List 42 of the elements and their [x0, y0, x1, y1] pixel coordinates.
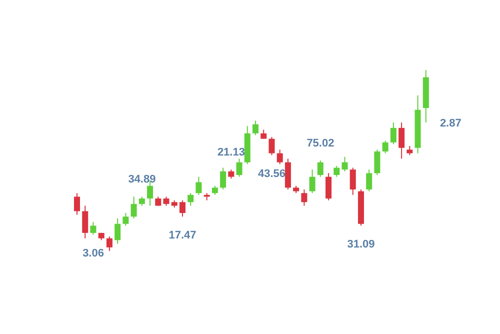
candlestick: [212, 185, 218, 196]
candlestick: [220, 167, 226, 190]
candlestick: [90, 222, 96, 236]
annotation: 21.13: [217, 146, 245, 159]
candlestick: [179, 200, 186, 218]
candlestick: [382, 140, 388, 154]
text: 2.87: [440, 117, 462, 130]
candlestick: [130, 196, 137, 219]
annotation: 43.56: [258, 168, 286, 180]
candlestick: [138, 196, 145, 206]
candlestick: [260, 129, 267, 140]
candlestick: [196, 176, 202, 196]
candlestick: [390, 122, 396, 145]
candlestick: [342, 156, 348, 172]
candlestick: [163, 196, 170, 206]
candlestick: [276, 149, 283, 165]
annotation: 31.09: [347, 238, 375, 250]
candlestick: [236, 158, 242, 178]
candlestick: [366, 169, 372, 192]
candlestick: [326, 172, 332, 201]
candlestick: [252, 120, 258, 136]
annotation: 34.89: [128, 174, 156, 186]
candlestick: [398, 122, 405, 160]
candlestick: [268, 136, 275, 156]
candlestick: [188, 192, 194, 206]
candlestick: [406, 146, 413, 156]
candlestick: [317, 160, 324, 178]
candlestick: [106, 236, 112, 251]
candlestick: [122, 212, 129, 226]
candlestick: [301, 188, 308, 206]
candlestick: [374, 149, 380, 176]
annotation: 3.06: [82, 248, 104, 260]
annotation: 17.47: [168, 229, 196, 242]
candlestick: [74, 192, 80, 216]
candlestick: [82, 205, 88, 239]
candlestick: [228, 169, 234, 180]
candlestick: [334, 165, 340, 178]
candlestick: [114, 218, 121, 244]
candlestick: [309, 169, 316, 194]
candlestick: [155, 196, 162, 206]
annotation: 75.02: [306, 138, 334, 150]
candlestick: [350, 167, 356, 196]
